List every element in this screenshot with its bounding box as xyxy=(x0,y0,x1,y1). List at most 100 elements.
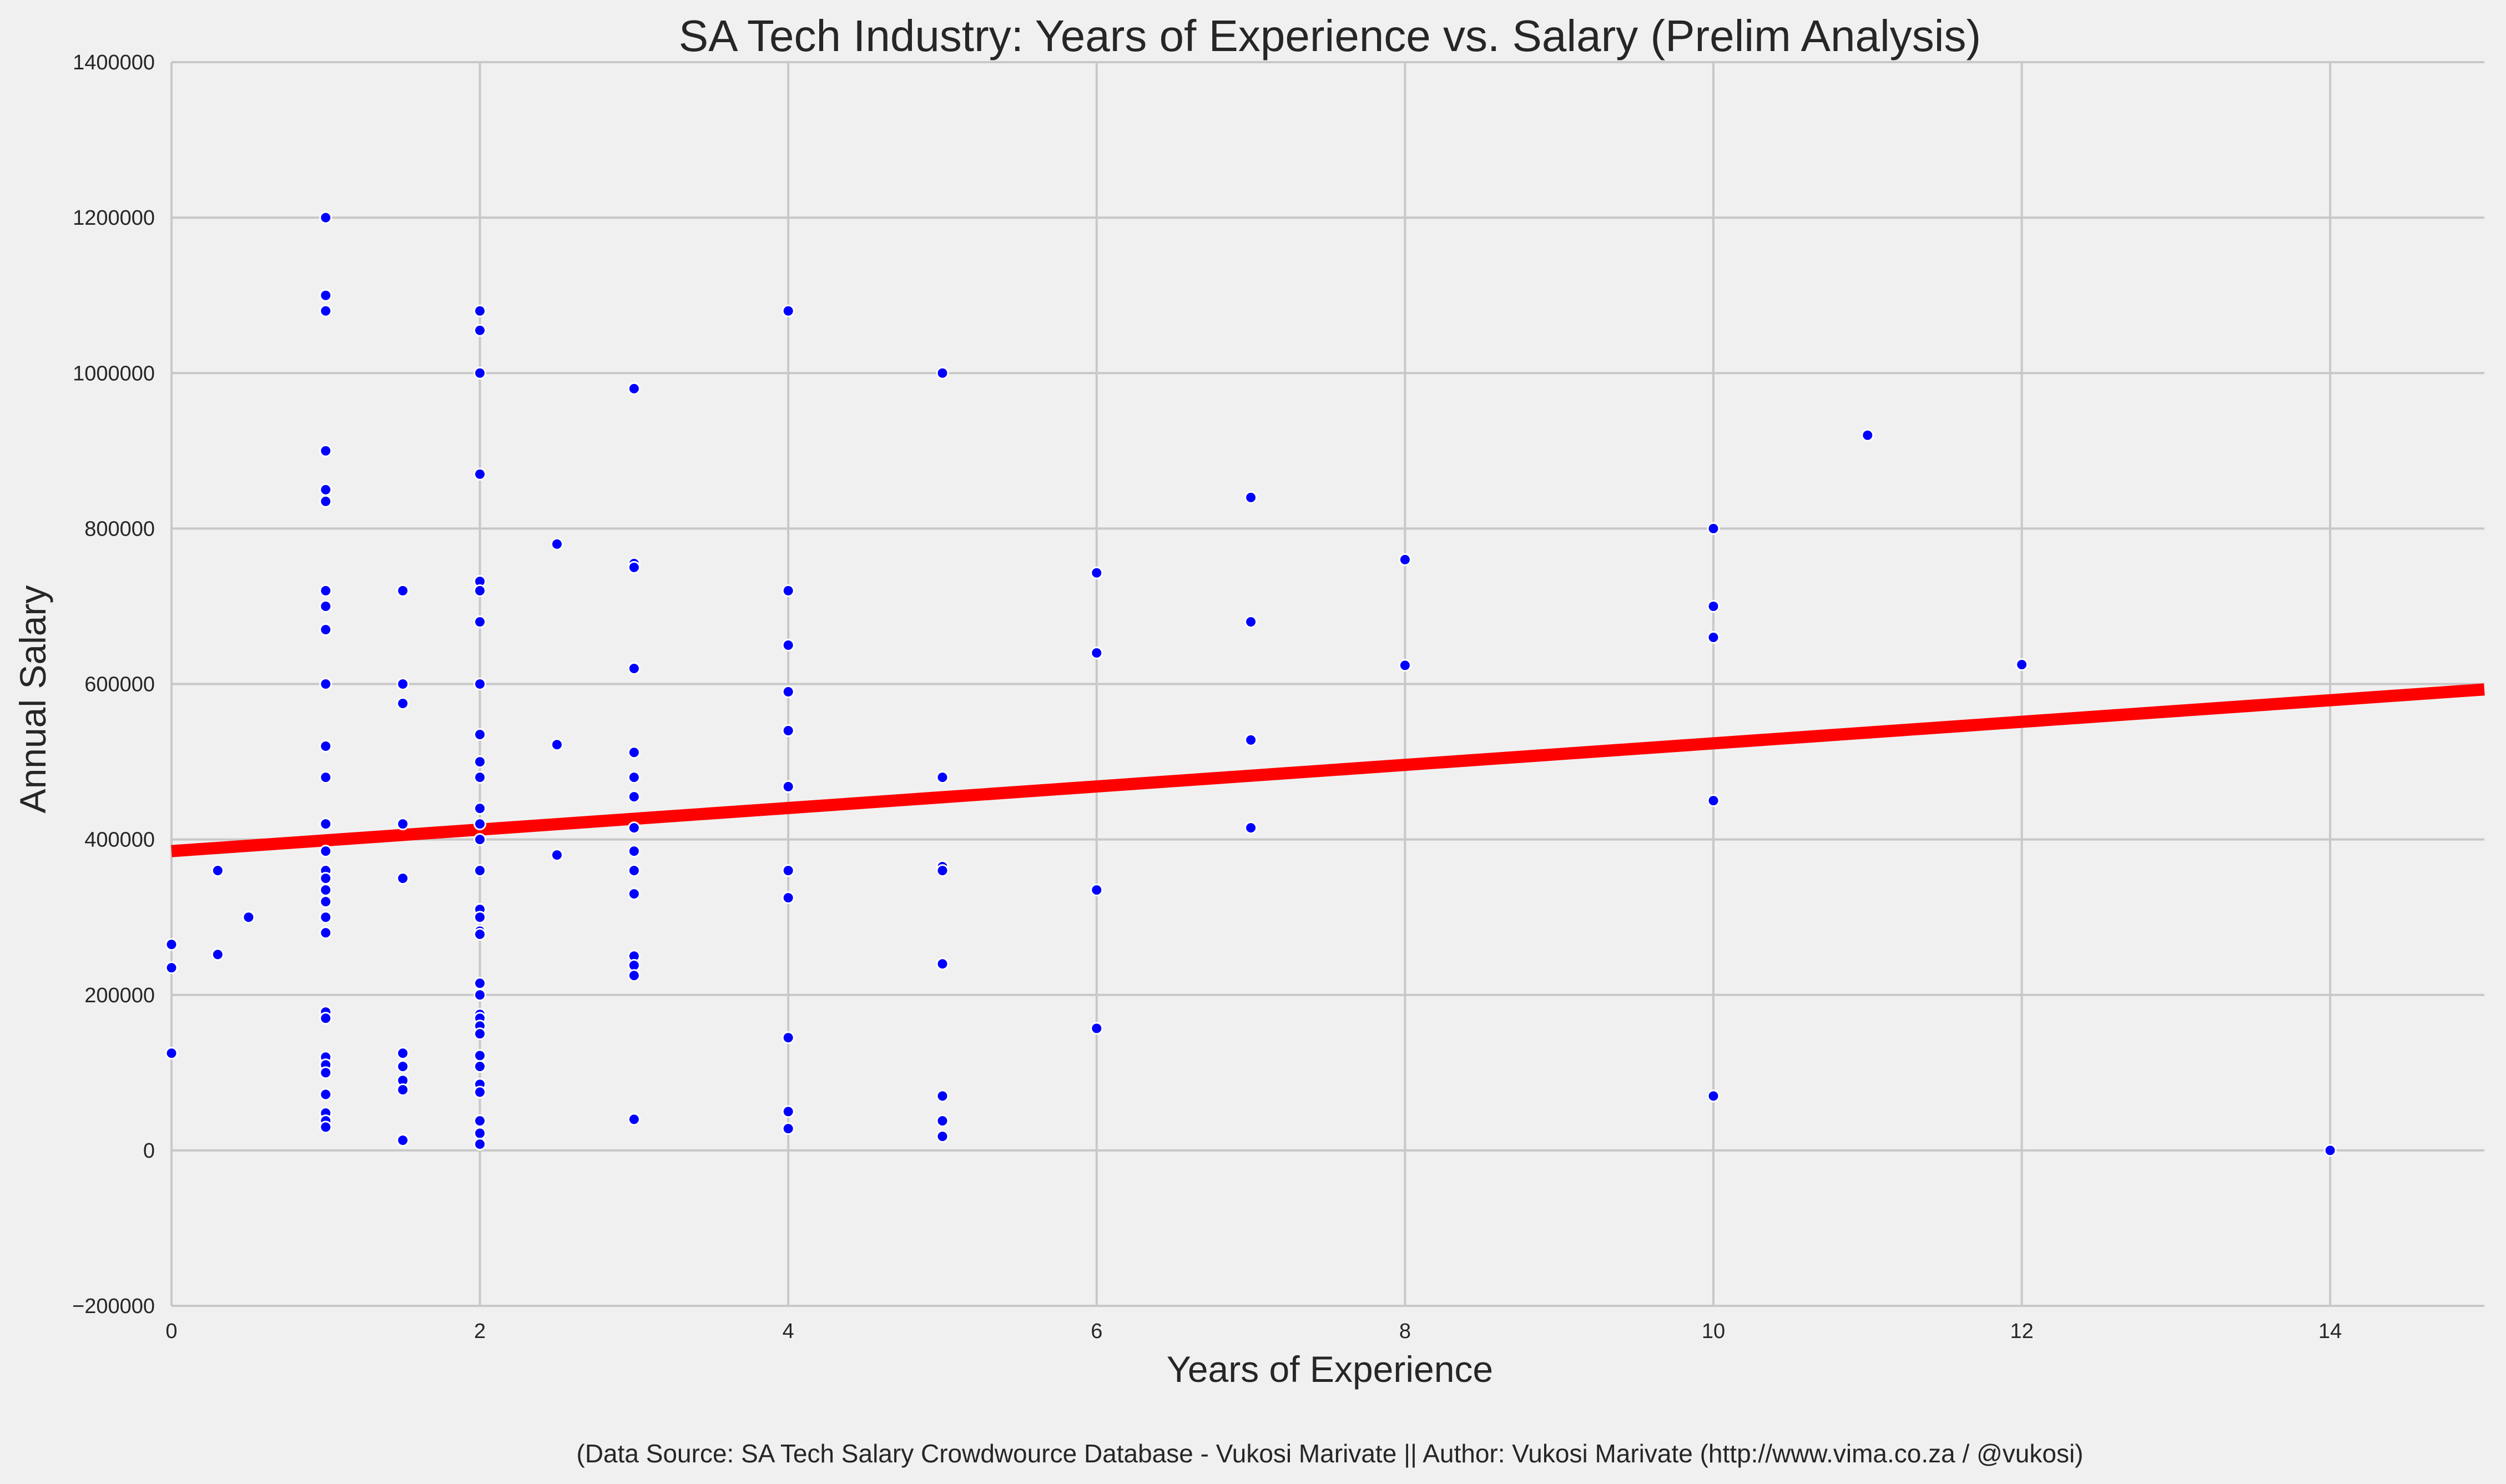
y-tick-label: 800000 xyxy=(84,517,155,541)
data-point xyxy=(473,771,487,784)
data-point xyxy=(1244,615,1258,628)
data-point xyxy=(473,911,487,924)
data-point xyxy=(473,864,487,877)
data-point xyxy=(1090,566,1103,579)
data-point xyxy=(319,1012,332,1025)
data-point xyxy=(319,911,332,924)
data-point xyxy=(1707,630,1720,644)
y-tick-label: 600000 xyxy=(84,673,155,696)
data-point xyxy=(781,304,795,317)
data-point xyxy=(627,969,641,982)
data-point xyxy=(211,948,224,961)
data-point xyxy=(473,988,487,1002)
data-point xyxy=(319,817,332,831)
data-point xyxy=(473,977,487,990)
x-tick-label: 0 xyxy=(165,1320,177,1343)
data-point xyxy=(319,584,332,597)
data-point xyxy=(473,802,487,815)
x-tick-label: 8 xyxy=(1399,1320,1411,1343)
data-point xyxy=(319,1066,332,1079)
data-point xyxy=(319,1088,332,1101)
y-tick-label: 1400000 xyxy=(73,51,155,74)
data-point xyxy=(2015,658,2029,671)
data-point xyxy=(242,911,255,924)
data-point xyxy=(627,821,641,835)
data-point xyxy=(319,211,332,224)
x-tick-label: 4 xyxy=(783,1320,794,1343)
data-point xyxy=(1707,1089,1720,1103)
data-point xyxy=(319,740,332,753)
data-point xyxy=(781,1105,795,1118)
data-point xyxy=(1244,733,1258,746)
data-point xyxy=(781,864,795,877)
y-gridlines xyxy=(172,61,2484,1307)
data-point xyxy=(781,1122,795,1135)
data-point xyxy=(781,780,795,793)
data-point xyxy=(396,1083,410,1097)
data-point xyxy=(1244,491,1258,504)
data-point xyxy=(473,1049,487,1062)
x-tick-labels: 0 2 4 6 8 10 12 14 xyxy=(165,1320,2342,1343)
y-tick-labels: −200000 0 200000 400000 600000 800000 1000000 1… xyxy=(72,51,155,1318)
data-point xyxy=(211,864,224,877)
data-point xyxy=(396,678,410,690)
x-axis-label: Years of Experience xyxy=(1167,1349,1493,1390)
data-point xyxy=(473,928,487,941)
data-point xyxy=(1090,1022,1103,1035)
data-point xyxy=(473,1127,487,1140)
data-point xyxy=(319,494,332,508)
chart-title: SA Tech Industry: Years of Experience vs… xyxy=(679,11,1981,60)
data-point xyxy=(1244,821,1258,835)
data-point xyxy=(473,817,487,831)
data-point xyxy=(627,887,641,901)
data-point xyxy=(473,324,487,337)
data-point xyxy=(551,738,563,751)
data-point xyxy=(936,1114,949,1128)
data-point xyxy=(319,678,332,690)
data-point xyxy=(2323,1144,2337,1157)
x-tick-label: 10 xyxy=(1702,1320,1725,1343)
data-point xyxy=(627,561,641,574)
data-point xyxy=(165,938,178,951)
data-point xyxy=(319,483,332,496)
data-point xyxy=(319,623,332,636)
data-point xyxy=(473,467,487,481)
data-point xyxy=(473,678,487,690)
data-point xyxy=(627,1113,641,1126)
data-point xyxy=(781,1031,795,1044)
data-point xyxy=(473,304,487,317)
data-source-footer: (Data Source: SA Tech Salary Crowdwource… xyxy=(577,1439,2084,1468)
data-point xyxy=(165,1047,178,1060)
data-point xyxy=(473,584,487,597)
data-point xyxy=(627,382,641,395)
data-point xyxy=(936,771,949,784)
data-point xyxy=(473,366,487,380)
trend-line xyxy=(171,683,2485,857)
data-point xyxy=(473,728,487,741)
data-point xyxy=(473,1114,487,1128)
data-points xyxy=(165,211,2337,1157)
data-point xyxy=(627,662,641,675)
data-point xyxy=(1707,522,1720,535)
data-point xyxy=(319,895,332,908)
data-point xyxy=(1861,428,1874,442)
data-point xyxy=(781,891,795,905)
data-point xyxy=(473,833,487,846)
data-point xyxy=(396,697,410,710)
data-point xyxy=(319,884,332,897)
data-point xyxy=(165,961,178,975)
data-point xyxy=(627,790,641,804)
data-point xyxy=(396,584,410,597)
y-tick-label: 1200000 xyxy=(73,206,155,230)
data-point xyxy=(396,1060,410,1073)
data-point xyxy=(396,817,410,831)
data-point xyxy=(1707,599,1720,613)
data-point xyxy=(473,1086,487,1099)
data-point xyxy=(627,864,641,877)
data-point xyxy=(781,724,795,738)
data-point xyxy=(1398,659,1411,672)
data-point xyxy=(936,864,949,877)
data-point xyxy=(1707,794,1720,807)
data-point xyxy=(396,872,410,885)
